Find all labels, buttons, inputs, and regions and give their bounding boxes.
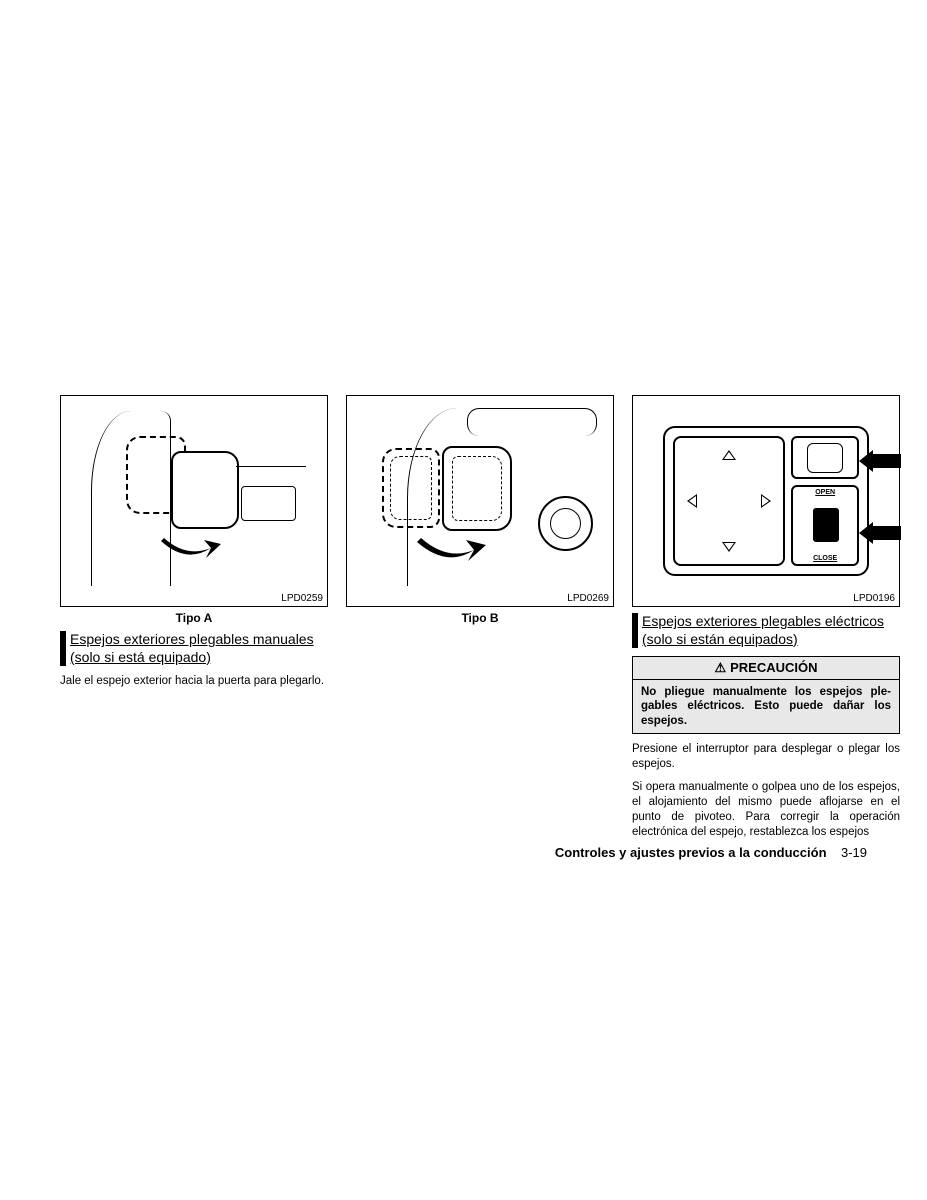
footer-page-number: 3-19 [841, 845, 867, 860]
mirror-extended [171, 451, 239, 529]
mirror-adjust-dpad [673, 436, 785, 566]
body-paragraph: Presione el interruptor para desplegar o… [632, 742, 900, 772]
mirror-selector-switch [791, 436, 859, 479]
figure-tipo-a: LPD0259 [60, 395, 328, 607]
page-content: LPD0259 Tipo A Espejos exteriores plegab… [60, 395, 900, 848]
arrow-right-icon [761, 494, 771, 508]
arrow-down-icon [722, 542, 736, 552]
arrow-up-icon [722, 450, 736, 460]
caution-text: No pliegue manualmente los espejos ple­g… [633, 680, 899, 733]
steering-wheel-icon [538, 496, 593, 551]
figure-tipo-b: LPD0269 [346, 395, 614, 607]
dashboard-detail [241, 486, 296, 521]
open-label: OPEN [795, 489, 855, 496]
switch-column: OPEN CLOSE [791, 436, 859, 566]
pointer-arrow-icon [869, 526, 901, 540]
figure-control-switch: OPEN CLOSE LPD0196 [632, 395, 900, 607]
subheading-electric-mirrors: Espejos exteriores plegables eléctricos … [632, 613, 900, 648]
subheading-manual-mirrors: Espejos exteriores plegables manuales (s… [60, 631, 328, 666]
body-paragraph: Si opera manualmente o golpea uno de los… [632, 780, 900, 840]
fold-switch: OPEN CLOSE [791, 485, 859, 566]
mirror-icon [795, 496, 855, 555]
caution-box: PRECAUCIÓN No pliegue manualmente los es… [632, 656, 900, 734]
mirror-folded-outline [382, 448, 440, 528]
arrow-left-icon [687, 494, 697, 508]
mirror-control-panel: OPEN CLOSE [663, 426, 869, 576]
body-paragraph: Jale el espejo exterior hacia la puerta … [60, 674, 328, 689]
interior-line [236, 466, 306, 576]
caution-title: PRECAUCIÓN [633, 657, 899, 680]
figure-label: Tipo B [346, 611, 614, 625]
fold-arrow-icon [412, 536, 492, 564]
column-right: OPEN CLOSE LPD0196 Espejos exteriores pl… [632, 395, 900, 848]
fold-arrow-icon [156, 536, 226, 561]
column-center: LPD0269 Tipo B [346, 395, 614, 848]
figure-id: LPD0259 [281, 593, 323, 604]
mirror-extended [442, 446, 512, 531]
close-label: CLOSE [795, 555, 855, 562]
column-left: LPD0259 Tipo A Espejos exteriores plegab… [60, 395, 328, 848]
footer-section-title: Controles y ajustes previos a la conducc… [555, 845, 827, 860]
figure-id: LPD0269 [567, 593, 609, 604]
page-footer: Controles y ajustes previos a la conducc… [555, 845, 867, 860]
figure-label: Tipo A [60, 611, 328, 625]
figure-id: LPD0196 [853, 593, 895, 604]
pointer-arrow-icon [869, 454, 901, 468]
